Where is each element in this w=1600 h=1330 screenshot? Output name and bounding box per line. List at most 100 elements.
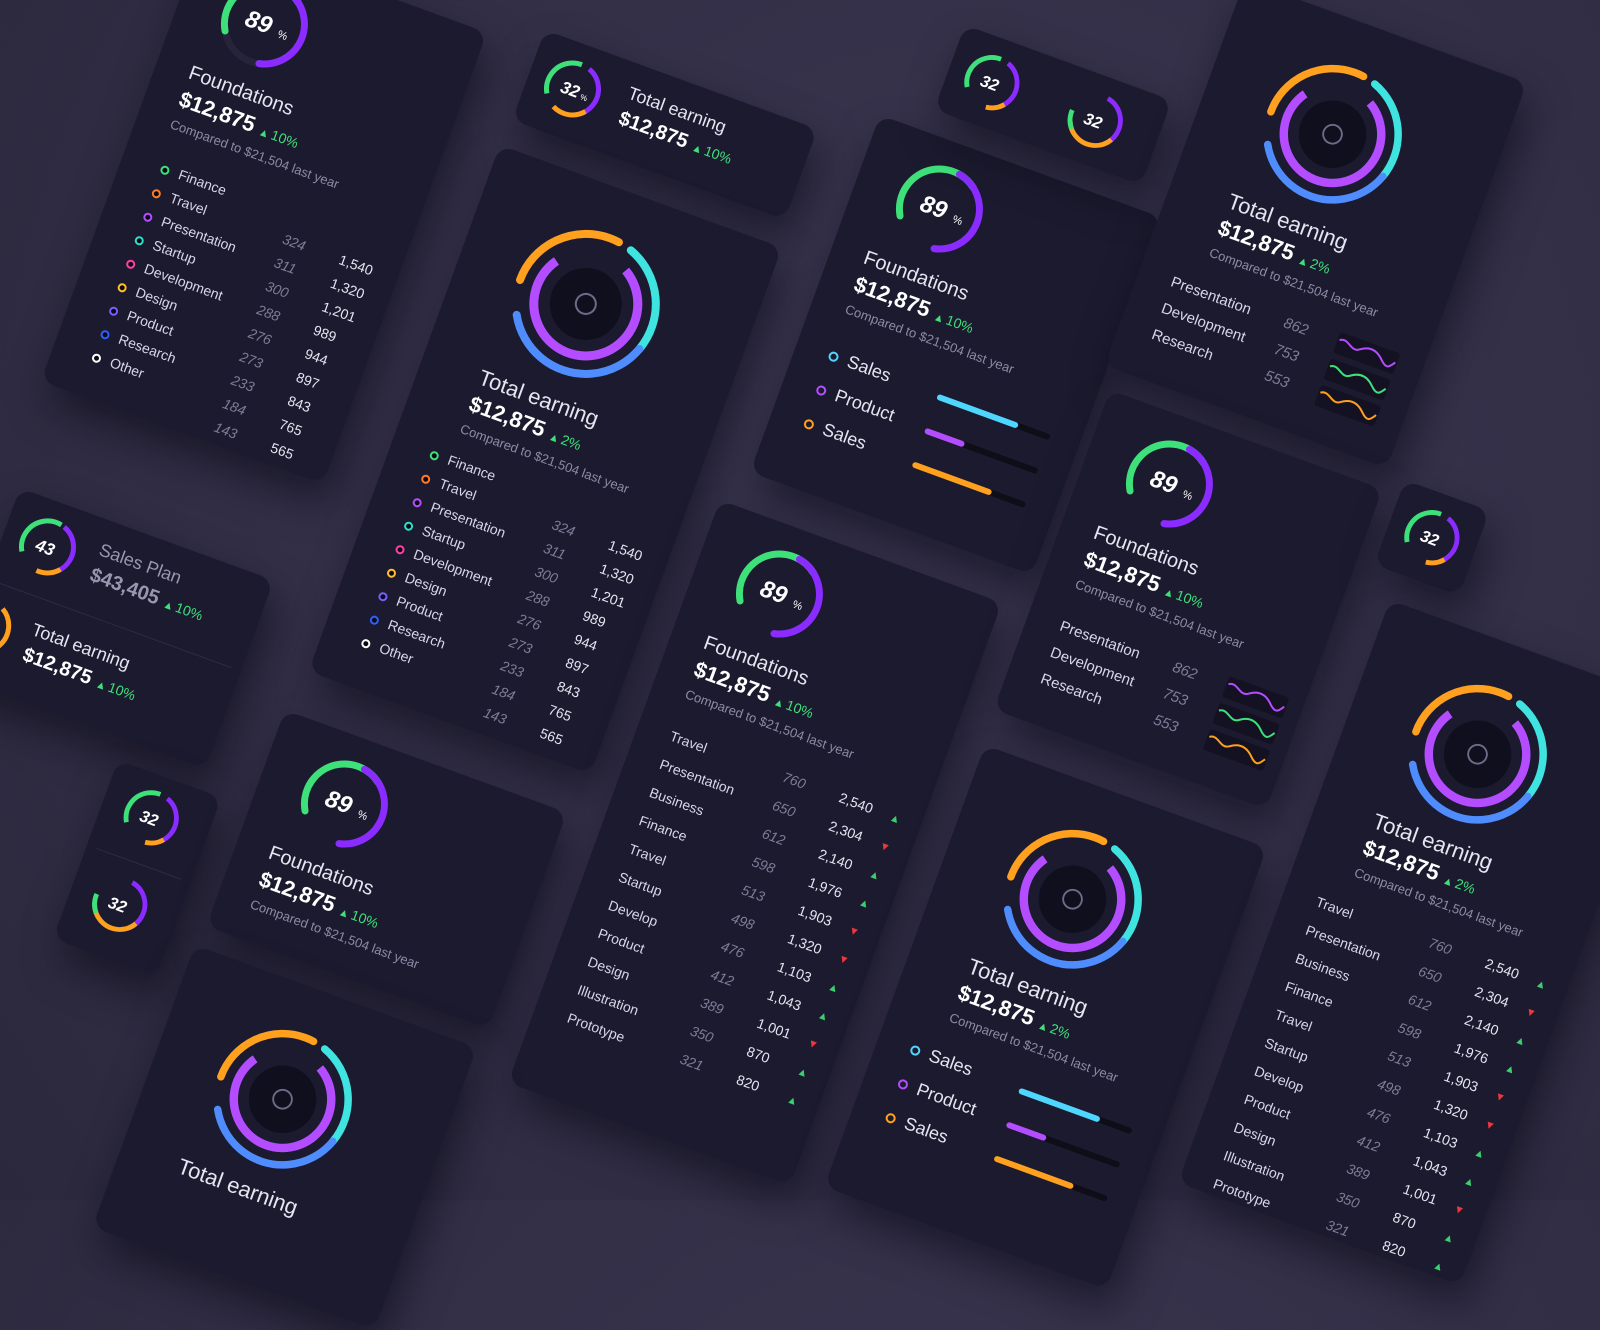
progress-bar-fill <box>911 461 993 496</box>
trend-up-icon: ▲ <box>856 896 872 912</box>
legend-dot <box>150 187 163 200</box>
list-item-value: 1,001 <box>1400 1180 1440 1208</box>
single-ring-card: 32 <box>1374 480 1490 596</box>
legend-label: Product <box>913 1079 980 1120</box>
list-item-value: 2,540 <box>836 789 876 817</box>
multi-ring-chart <box>213 1029 352 1169</box>
trend-up-icon: ▲ <box>867 867 882 883</box>
svg-text:32: 32 <box>106 894 129 917</box>
ring-percent: 89 <box>241 5 276 40</box>
sparkline-path <box>1329 365 1387 394</box>
trend-down-icon: ▼ <box>1482 1118 1497 1134</box>
list-item-value: 2,304 <box>1472 983 1512 1011</box>
list-item-value: 870 <box>1390 1208 1419 1232</box>
svg-text:%: % <box>791 599 805 614</box>
list-item-value: 1,001 <box>754 1014 794 1042</box>
trend-down-icon: ▼ <box>1523 1005 1538 1021</box>
trend-down-icon: ▼ <box>805 1037 820 1053</box>
trend-up-icon: ▲ <box>1441 1231 1456 1247</box>
progress-bar <box>1005 1121 1121 1169</box>
foundations-list-card: 89 % Foundations $12,87510% Compared to … <box>40 0 487 484</box>
total-earning-mini-card: 32 % Total earning $12,87510% <box>512 30 818 220</box>
trend-up-icon: ▲ <box>1502 1061 1518 1077</box>
legend-dot <box>107 305 120 317</box>
play-icon <box>272 1088 293 1110</box>
list-item-count: 321 <box>677 1050 706 1074</box>
trend-up-icon: ▲ <box>815 1008 831 1024</box>
progress-bar-fill <box>1005 1121 1048 1142</box>
progress-ring-32: 32 <box>1404 510 1460 566</box>
progress-bar <box>923 427 1039 475</box>
svg-text:%: % <box>1181 489 1195 504</box>
total-earning-bars-card: Total earning $12,8752% Compared to $21,… <box>824 745 1267 1290</box>
svg-text:32: 32 <box>978 72 1001 95</box>
progress-ring-32: 32 <box>964 55 1020 111</box>
list-item-value: 2,140 <box>816 845 855 873</box>
list-item-count: 498 <box>729 909 757 933</box>
legend-dot <box>360 637 372 650</box>
progress-ring-75: 75 <box>0 597 12 655</box>
legend-dot-empty <box>352 669 370 675</box>
progress-bar-fill <box>923 427 966 448</box>
list-item-count: 350 <box>1334 1188 1362 1212</box>
legend-dot <box>116 281 128 294</box>
legend-dot <box>377 590 389 603</box>
list-item-value: 1,320 <box>1431 1096 1471 1124</box>
legend-label: Sales <box>844 351 894 386</box>
list-item-value: 1,103 <box>775 958 814 986</box>
foundations-trend-card: 89 % Foundations $12,87510% Compared to … <box>507 500 1002 1186</box>
list-item-count: 612 <box>1406 990 1434 1014</box>
legend-dot <box>368 614 381 626</box>
total-earning-trend-card: Total earning $12,8752% Compared to $21,… <box>1177 600 1600 1286</box>
play-icon <box>574 292 597 315</box>
sparkline-path <box>1228 682 1285 712</box>
list-item-count: 498 <box>1375 1075 1403 1099</box>
multi-ring-chart <box>1408 684 1547 824</box>
sales-plan-card: 43 Sales Plan $43,40510% 75 Total earnin… <box>0 488 274 769</box>
bar-legend-item: Sales <box>825 345 894 387</box>
legend-label: Sales <box>926 1045 976 1080</box>
list-item-count: 476 <box>719 937 747 961</box>
spark-value: 553 <box>1151 711 1181 736</box>
list-item-count: 389 <box>698 994 726 1018</box>
progress-bar <box>936 393 1051 441</box>
trend-up-icon: ▲ <box>785 1093 800 1109</box>
bar-legend-item: Sales <box>883 1106 951 1148</box>
progress-ring-43: 43 <box>18 518 76 576</box>
legend-ring-icon <box>827 350 840 364</box>
svg-text:43: 43 <box>32 535 58 560</box>
svg-text:89: 89 <box>321 785 356 820</box>
multi-ring-chart <box>1003 829 1142 969</box>
list-item-value: 870 <box>744 1043 773 1067</box>
legend-label: Sales <box>819 419 870 454</box>
legend-dot <box>394 543 406 556</box>
progress-ring-32: 32 <box>123 790 179 846</box>
progress-bar-fill <box>993 1155 1075 1190</box>
spark-value: 553 <box>1262 367 1292 392</box>
trend-up-icon: ▲ <box>887 811 903 827</box>
legend-dot-empty <box>83 383 101 389</box>
spark-value: 753 <box>1271 340 1302 366</box>
list-item-count: 760 <box>780 768 808 792</box>
legend-dot <box>385 567 398 579</box>
foundations-bars-card: 89 % Foundations $12,87510% Compared to … <box>750 115 1162 575</box>
legend-label: Product <box>832 385 898 426</box>
progress-ring-89: 89 % <box>1125 440 1213 528</box>
list-item-count: 350 <box>688 1022 716 1046</box>
progress-bar <box>911 461 1027 509</box>
legend-ring-icon <box>814 384 828 398</box>
play-icon <box>1467 743 1488 765</box>
list-item-count: 760 <box>1426 934 1455 958</box>
progress-ring-89: 89 % <box>735 550 823 638</box>
trend-up-icon: ▲ <box>1472 1146 1487 1162</box>
trend-down-icon: ▼ <box>846 924 861 940</box>
svg-text:89: 89 <box>1146 465 1181 500</box>
bar-legend-item: Sales <box>801 412 869 454</box>
list-item-count: 513 <box>739 881 767 905</box>
list-item-count: 513 <box>1385 1047 1414 1071</box>
list-item-value: 1,903 <box>1441 1067 1481 1095</box>
total-earning-partial-card: Total earning <box>92 945 477 1330</box>
svg-text:%: % <box>276 29 290 44</box>
list-item-value: 1,103 <box>1421 1124 1460 1152</box>
